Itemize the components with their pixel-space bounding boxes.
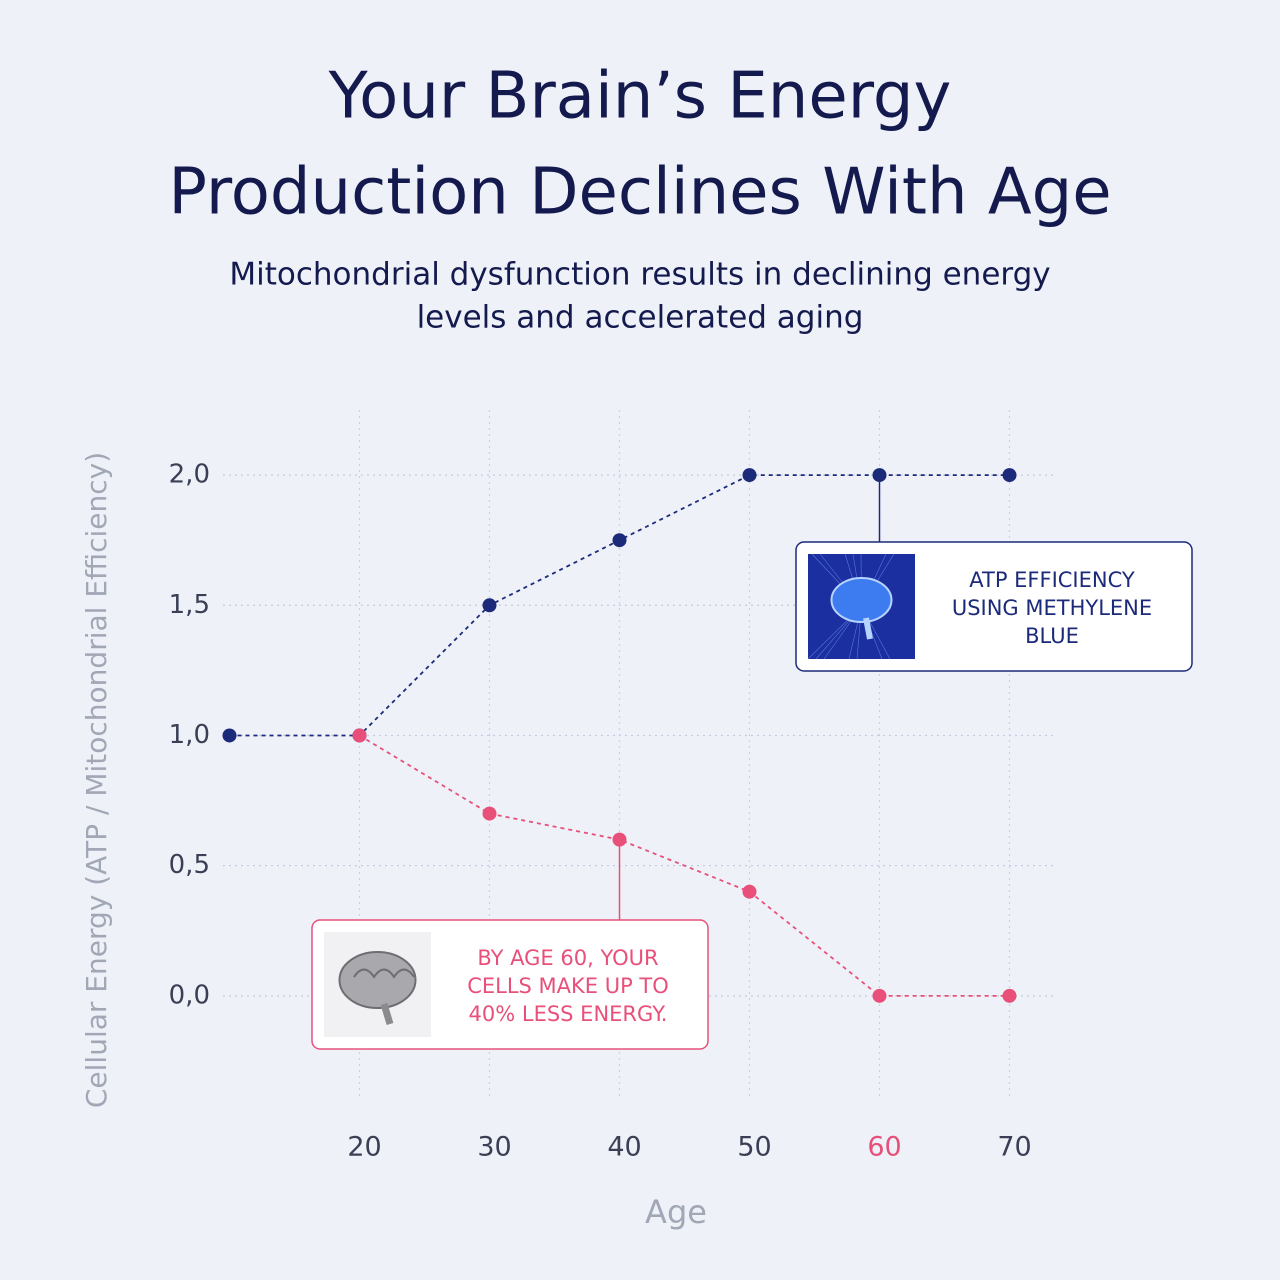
data-point xyxy=(482,806,497,821)
annotation-text: 40% LESS ENERGY. xyxy=(469,1002,668,1026)
y-axis-label: Cellular Energy (ATP / Mitochondrial Eff… xyxy=(80,452,113,1108)
x-tick-label: 40 xyxy=(607,1132,641,1163)
y-tick-label: 1,0 xyxy=(169,720,210,750)
x-tick-label: 70 xyxy=(997,1132,1031,1163)
y-tick-label: 2,0 xyxy=(169,460,210,490)
annotation-text: USING METHYLENE xyxy=(952,596,1152,620)
data-point xyxy=(352,728,367,743)
annotation-text: ATP EFFICIENCY xyxy=(969,568,1135,592)
y-tick-label: 1,5 xyxy=(169,590,210,620)
brain-image xyxy=(830,577,893,623)
brain-image xyxy=(380,1002,394,1026)
y-tick-label: 0,0 xyxy=(169,980,210,1010)
data-point xyxy=(742,884,757,899)
series-line xyxy=(359,734,1010,997)
x-axis-label: Age xyxy=(645,1193,707,1231)
data-point xyxy=(222,728,237,743)
data-point xyxy=(872,988,887,1003)
chart-subtitle: levels and accelerated aging xyxy=(417,300,864,336)
x-tick-label: 50 xyxy=(737,1132,771,1163)
brain-image xyxy=(338,951,417,1009)
data-point xyxy=(1002,468,1017,483)
data-point xyxy=(1002,988,1017,1003)
y-tick-label: 0,5 xyxy=(169,850,210,880)
brain-image xyxy=(863,617,873,640)
chart-subtitle: Mitochondrial dysfunction results in dec… xyxy=(229,257,1050,293)
data-point xyxy=(482,598,497,613)
x-tick-label: 30 xyxy=(477,1132,511,1163)
annotation-text: CELLS MAKE UP TO xyxy=(467,974,669,998)
x-tick-label: 20 xyxy=(347,1132,381,1163)
chart-title: Production Declines With Age xyxy=(168,156,1111,230)
annotation-text: BY AGE 60, YOUR xyxy=(477,946,658,970)
brain-image xyxy=(353,968,415,979)
chart-title: Your Brain’s Energy xyxy=(328,60,952,134)
x-tick-label: 60 xyxy=(867,1132,901,1163)
annotation-text: BLUE xyxy=(1025,624,1079,648)
data-point xyxy=(742,468,757,483)
data-point xyxy=(612,533,627,548)
